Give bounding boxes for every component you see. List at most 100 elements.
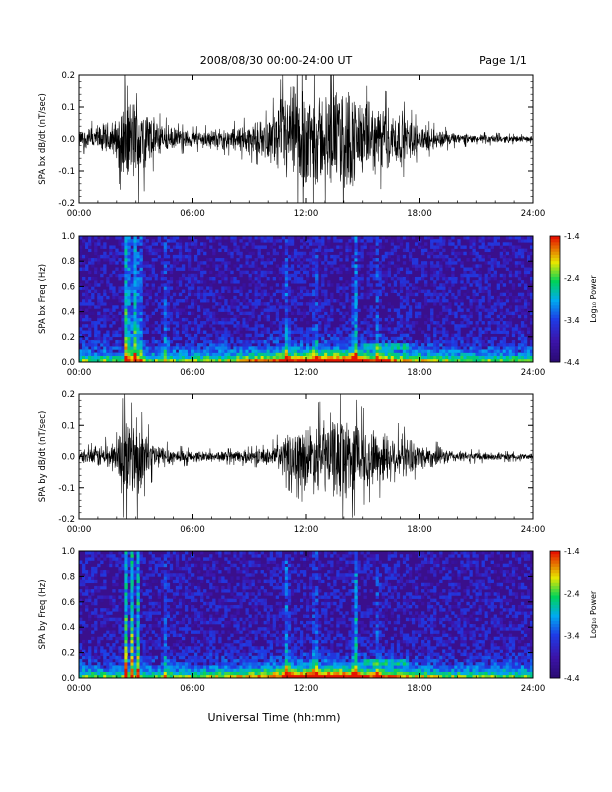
spectrogram-cell <box>148 655 152 660</box>
spectrogram-cell <box>269 302 274 306</box>
spectrogram-cell <box>411 321 416 325</box>
spectrogram-cell <box>200 352 204 356</box>
spectrogram-cell <box>136 592 140 596</box>
spectrogram-cell <box>82 620 86 625</box>
spectrogram-cell <box>499 264 504 268</box>
spectrogram-cell <box>466 349 470 353</box>
spectrogram-cell <box>345 245 349 249</box>
spectrogram-cell <box>112 245 116 249</box>
spectrogram-cell <box>436 339 440 344</box>
spectrogram-cell <box>381 343 385 347</box>
spectrogram-cell <box>278 270 283 275</box>
spectrogram-cell <box>296 295 301 300</box>
spectrogram-cell <box>269 324 274 328</box>
spectrogram-cell <box>354 267 358 271</box>
spectrogram-cell <box>290 264 295 268</box>
spectrogram-cell <box>124 258 128 262</box>
spectrogram-cell <box>88 258 92 262</box>
spectrogram-cell <box>378 239 382 243</box>
spectrogram-cell <box>306 302 310 306</box>
spectrogram-cell <box>194 611 198 615</box>
spectrogram-cell <box>139 261 143 265</box>
spectrogram-cell <box>257 358 261 363</box>
spectrogram-cell <box>133 665 137 669</box>
spectrogram-cell <box>475 336 479 341</box>
spectrogram-cell <box>296 349 301 353</box>
spectrogram-cell <box>475 311 479 316</box>
spectrogram-cell <box>82 582 86 587</box>
spectrogram-cell <box>103 658 107 663</box>
spectrogram-cell <box>224 333 228 338</box>
spectrogram-cell <box>233 289 237 293</box>
spectrogram-cell <box>378 349 382 353</box>
spectrogram-cell <box>511 236 516 240</box>
spectrogram-cell <box>136 358 140 363</box>
spectrogram-cell <box>148 245 152 249</box>
spectrogram-cell <box>194 576 198 580</box>
spectrogram-cell <box>302 270 307 275</box>
spectrogram-cell <box>339 346 343 350</box>
spectrogram-cell <box>257 343 261 347</box>
spectrogram-cell <box>133 355 137 360</box>
spectrogram-cell <box>142 273 146 278</box>
spectrogram-cell <box>124 343 128 347</box>
spectrogram-cell <box>169 267 174 271</box>
spectrogram-cell <box>421 261 425 265</box>
spectrogram-cell <box>215 355 219 360</box>
spectrogram-cell <box>178 248 183 253</box>
spectrogram-cell <box>402 254 407 259</box>
spectrogram-cell <box>139 321 143 325</box>
spectrogram-cell <box>475 273 479 278</box>
spectrogram-cell <box>508 254 513 259</box>
spectrogram-cell <box>327 270 331 275</box>
spectrogram-cell <box>442 330 446 334</box>
spectrogram-cell <box>133 324 137 328</box>
spectrogram-cell <box>136 299 140 303</box>
spectrogram-cell <box>487 286 491 290</box>
spectrogram-cell <box>130 280 134 284</box>
spectrogram-cell <box>390 346 395 350</box>
spectrogram-cell <box>463 346 467 350</box>
spectrogram-cell <box>94 658 98 663</box>
spectrogram-cell <box>439 299 443 303</box>
spectrogram-cell <box>454 314 458 319</box>
spectrogram-cell <box>321 236 325 240</box>
spectrogram-cell <box>94 270 98 275</box>
spectrogram-cell <box>130 264 134 268</box>
spectrogram-cell <box>163 579 168 584</box>
spectrogram-cell <box>442 358 446 363</box>
spectrogram-cell <box>529 280 534 284</box>
spectrogram-cell <box>133 674 137 679</box>
spectrogram-cell <box>312 330 316 334</box>
spectrogram-cell <box>402 352 407 356</box>
spectrogram-cell <box>393 283 398 287</box>
spectrogram-cell <box>354 270 358 275</box>
spectrogram-cell <box>357 317 361 322</box>
spectrogram-cell <box>136 324 140 328</box>
spectrogram-cell <box>496 261 501 265</box>
spectrogram-cell <box>342 349 346 353</box>
spectrogram-cell <box>197 346 201 350</box>
spectrogram-cell <box>181 264 186 268</box>
spectrogram-cell <box>172 665 177 669</box>
spectrogram-cell <box>248 349 252 353</box>
spectrogram-cell <box>121 299 125 303</box>
spectrogram-cell <box>130 286 134 290</box>
spectrogram-cell <box>79 245 83 249</box>
spectrogram-cell <box>106 254 110 259</box>
spectrogram-cell <box>136 576 140 580</box>
spectrogram-cell <box>206 311 210 316</box>
spectrogram-cell <box>460 355 464 360</box>
spectrogram-cell <box>115 346 119 350</box>
spectrogram-cell <box>127 295 131 300</box>
spectrogram-cell <box>112 308 116 312</box>
spectrogram-cell <box>169 314 174 319</box>
spectrogram-cell <box>351 299 355 303</box>
spectrogram-cell <box>94 585 98 590</box>
spectrogram-cell <box>399 295 404 300</box>
spectrogram-cell <box>227 343 231 347</box>
spectrogram-cell <box>457 349 461 353</box>
spectrogram-cell <box>490 267 494 271</box>
spectrogram-cell <box>272 330 277 334</box>
spectrogram-cell <box>284 324 289 328</box>
